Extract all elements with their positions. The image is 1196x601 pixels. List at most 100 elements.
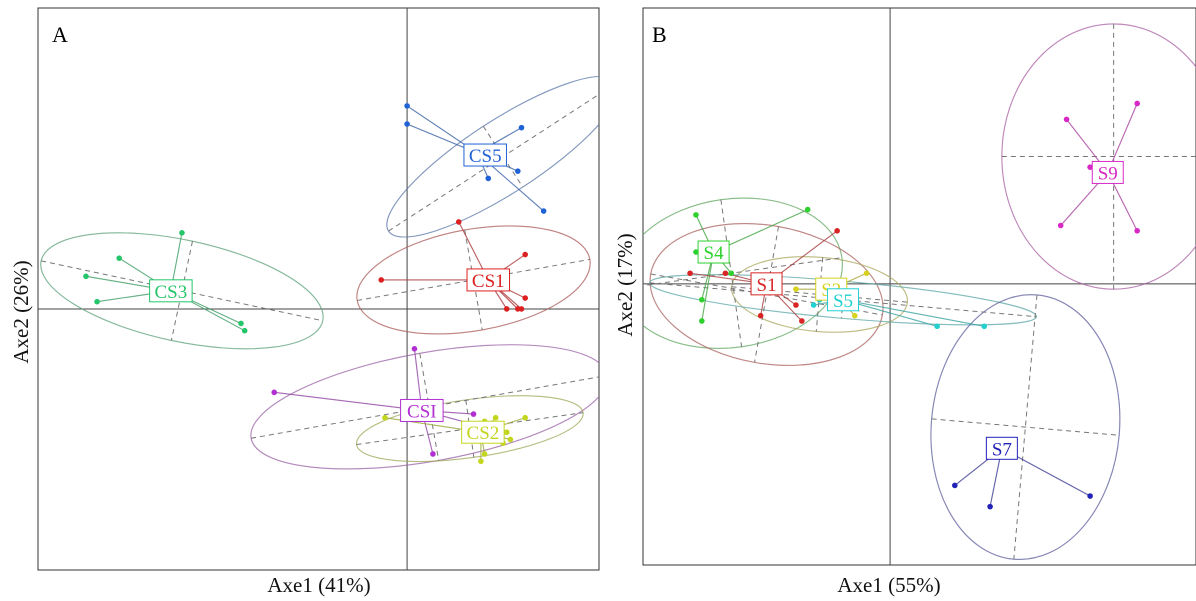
data-point-cs2 xyxy=(522,414,528,421)
data-point-s5 xyxy=(934,323,940,330)
group-label-s4: S4 xyxy=(697,240,730,264)
data-point-cs2 xyxy=(503,429,510,436)
data-point-s5 xyxy=(981,323,988,330)
data-point-cs5 xyxy=(485,175,492,182)
group-label-cs1: CS1 xyxy=(466,268,511,292)
data-point-s7 xyxy=(987,503,993,510)
group-label-box-s1 xyxy=(750,272,783,296)
data-point-s4 xyxy=(693,249,699,255)
data-point-s9 xyxy=(1063,116,1070,123)
group-label-text-s5: S5 xyxy=(833,291,853,312)
group-label-text-s4: S4 xyxy=(704,243,725,264)
data-point-s4 xyxy=(699,318,705,324)
panel-a-letter: A xyxy=(52,22,68,47)
group-label-text-s1: S1 xyxy=(757,275,777,296)
ellipse-minor-axis-cs3 xyxy=(170,241,193,341)
group-label-csi: CSI xyxy=(400,398,444,422)
panel-a-plot: CS5 CS1 CS3 CSI CS2 xyxy=(38,8,599,570)
group-label-text-cs5: CS5 xyxy=(469,146,502,167)
data-point-cs3 xyxy=(94,298,100,305)
data-point-cs1 xyxy=(503,306,510,312)
group-label-s5: S5 xyxy=(827,288,860,312)
data-point-s9 xyxy=(1134,228,1140,234)
spider-line-shade-csi xyxy=(274,391,422,412)
group-label-s1: S1 xyxy=(750,272,783,296)
data-point-s1 xyxy=(687,270,693,277)
data-point-cs3 xyxy=(179,230,185,236)
spider-line-s5 xyxy=(842,299,985,327)
data-point-s1 xyxy=(834,228,840,234)
panel-b-y-axis-title: Axe2 (17%) xyxy=(613,233,637,336)
data-point-s4 xyxy=(699,296,705,303)
panel-b-letter: B xyxy=(652,22,667,47)
data-point-s1 xyxy=(722,270,729,277)
data-point-cs5 xyxy=(540,208,547,214)
data-point-s5 xyxy=(810,302,817,308)
group-label-box-s5 xyxy=(827,288,860,312)
panel-b-plot: S9S4S1S3S5S7 xyxy=(643,8,1196,565)
group-label-text-csi: CSI xyxy=(407,401,437,422)
data-point-s7 xyxy=(951,482,958,489)
data-point-s4 xyxy=(728,270,735,277)
data-point-cs1 xyxy=(378,277,385,283)
data-point-cs3 xyxy=(83,273,89,280)
group-label-text-s7: S7 xyxy=(992,439,1012,460)
group-label-s9: S9 xyxy=(1091,160,1124,184)
data-point-cs2 xyxy=(507,436,514,443)
data-point-s9 xyxy=(1134,100,1140,107)
spider-line-csi xyxy=(274,391,422,412)
group-label-box-s7 xyxy=(985,436,1018,460)
group-label-box-csi xyxy=(400,398,444,422)
panel-b-x-axis-title: Axe1 (55%) xyxy=(837,573,940,597)
data-point-cs2 xyxy=(492,414,499,421)
data-point-csi xyxy=(271,389,278,396)
data-point-cs3 xyxy=(241,327,248,334)
data-point-s3 xyxy=(851,312,858,319)
data-point-s1 xyxy=(793,302,799,308)
data-point-cs1 xyxy=(515,306,521,312)
data-point-s3 xyxy=(793,286,799,292)
data-point-cs5 xyxy=(404,121,410,127)
data-point-s9 xyxy=(1087,164,1093,170)
spider-line-shade-s5 xyxy=(842,299,985,327)
data-point-cs1 xyxy=(522,251,528,258)
data-point-s4 xyxy=(693,212,699,218)
group-label-cs5: CS5 xyxy=(463,143,507,167)
panel-a-y-axis-title: Axe2 (26%) xyxy=(9,260,33,363)
group-label-cs2: CS2 xyxy=(461,420,505,444)
group-label-text-s9: S9 xyxy=(1098,163,1118,184)
group-label-cs3: CS3 xyxy=(149,279,193,303)
data-point-cs5 xyxy=(518,124,525,131)
group-label-box-s4 xyxy=(697,240,730,264)
data-point-s4 xyxy=(804,206,811,213)
ellipse-minor-axis-s1 xyxy=(754,226,780,363)
data-point-s1 xyxy=(757,312,764,319)
panel-b: S9S4S1S3S5S7 B Axe1 (55%) Axe2 (17%) xyxy=(613,7,1196,597)
data-point-cs3 xyxy=(116,255,122,261)
data-point-cs5 xyxy=(515,168,521,174)
group-label-s7: S7 xyxy=(985,436,1018,460)
ellipse-major-axis-s7 xyxy=(931,418,1120,436)
panel-a-x-axis-title: Axe1 (41%) xyxy=(267,573,370,597)
data-point-s7 xyxy=(1087,493,1093,499)
ellipse-major-axis-cs2 xyxy=(356,412,584,446)
group-label-text-cs2: CS2 xyxy=(467,423,500,444)
data-point-s3 xyxy=(863,270,870,277)
panel-b-plot-area xyxy=(643,8,1196,565)
group-label-box-cs1 xyxy=(466,268,511,292)
data-point-cs2 xyxy=(481,451,488,457)
data-point-cs5 xyxy=(404,103,410,109)
data-point-csi xyxy=(411,346,418,352)
panel-a: CS5 CS1 CS3 CSI CS2 A Axe1 (41%) Axe2 (26%) xyxy=(9,7,600,597)
ellipse-minor-axis-cs1 xyxy=(464,229,483,331)
ellipse-major-axis-s5 xyxy=(649,282,1037,318)
group-label-text-cs1: CS1 xyxy=(472,271,505,292)
data-point-s1 xyxy=(799,318,805,324)
ellipse-major-axis-cs3 xyxy=(41,260,323,322)
group-label-box-cs3 xyxy=(149,279,193,303)
group-label-box-cs2 xyxy=(461,420,505,444)
data-point-cs3 xyxy=(238,320,244,327)
data-point-csi xyxy=(430,451,436,457)
group-label-box-cs5 xyxy=(463,143,507,167)
